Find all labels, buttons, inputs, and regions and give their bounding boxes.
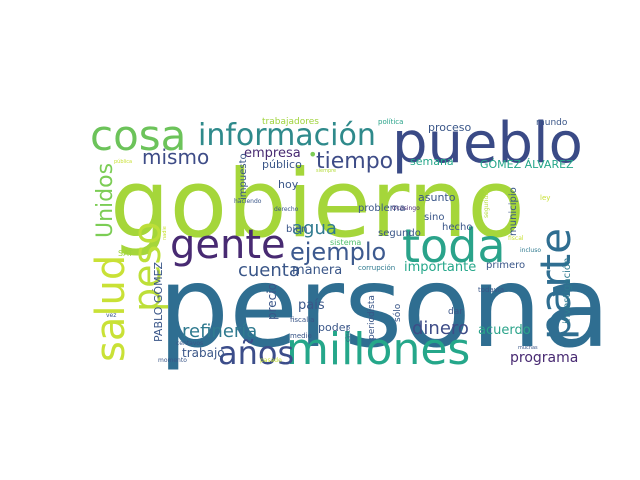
word-solo: sólo (392, 303, 403, 322)
word-dot: • (308, 145, 317, 164)
word-nadie: nadie (162, 226, 168, 240)
word-asunto: asunto (418, 191, 456, 204)
word-millones: millones (286, 324, 470, 375)
word-empresa: empresa (244, 146, 301, 161)
word-publico: público (262, 158, 302, 171)
word-peso: peso (125, 221, 169, 312)
word-importante: importante (404, 260, 476, 275)
word-corrupcion: corrupción (358, 264, 395, 272)
word-gobierno: gobierno (110, 150, 525, 259)
word-mundo: mundo (536, 118, 568, 128)
word-acuerdo: acuerdo (478, 323, 531, 338)
word-precio: precio (265, 283, 279, 320)
word-centavos: centavos (176, 340, 203, 347)
word-ley: ley (540, 194, 550, 202)
word-impuesto: impuesto (238, 153, 249, 200)
word-seguridad: seguridad (483, 188, 490, 218)
word-sat: SAT (118, 249, 133, 258)
word-trabajo: trabajo (182, 346, 225, 360)
word-medio: medio (290, 332, 312, 340)
word-vez: vez (106, 312, 116, 319)
word-siempre: siempre (316, 168, 336, 174)
word-cosa: cosa (90, 111, 186, 160)
word-cuenta: cuenta (238, 260, 300, 281)
word-investigacion: investigación (561, 258, 573, 324)
word-unidos: Unidos (93, 163, 118, 238)
word-segundo: segundo (378, 228, 421, 239)
word-mismo: mismo (142, 145, 209, 169)
word-semana: semana (410, 155, 454, 168)
word-pablo: PABLO GÓMEZ (152, 261, 165, 342)
word-primero: primero (486, 260, 525, 271)
word-manera: manera (292, 263, 342, 278)
word-sino: sino (424, 212, 444, 223)
word-dinero: dinero (412, 318, 469, 339)
word-trabajadores: trabajadores (262, 117, 319, 127)
word-tiempo: tiempo (316, 149, 393, 174)
word-programa: programa (510, 350, 578, 366)
word-bien: bien (286, 224, 308, 235)
word-gente: gente (170, 222, 286, 268)
word-ejemplo: ejemplo (290, 238, 386, 266)
word-fiscalia: fiscalía (290, 316, 314, 324)
word-fiscal: fiscal (508, 235, 524, 242)
word-informacion: información (198, 118, 376, 153)
word-anos: años (218, 334, 294, 372)
word-incluso: incluso (520, 247, 541, 254)
word-ocosingo: Ocosingo (392, 205, 420, 212)
word-sistema: sistema (330, 238, 361, 247)
word-derecho: derecho (274, 206, 299, 213)
word-muchas: muchas (518, 345, 538, 351)
word-persona: persona (158, 243, 611, 373)
word-todavia: todavía (478, 286, 504, 294)
word-gomez: GÓMEZ ÁLVAREZ (480, 158, 574, 171)
word-refineria: refinería (182, 321, 257, 342)
word-pasado: pasado (260, 357, 282, 364)
word-cinco: cinco (345, 326, 352, 342)
word-pais: país (298, 298, 325, 313)
word-pueblo: pueblo (392, 111, 583, 176)
word-hoy: hoy (278, 178, 299, 191)
word-publica: pública (114, 158, 132, 165)
word-toda: toda (402, 219, 506, 273)
word-politica: política (378, 118, 403, 126)
word-dar: dar (448, 307, 463, 317)
word-proceso: proceso (428, 121, 472, 134)
word-municipio: municipio (508, 187, 519, 236)
word-salud: salud (88, 255, 134, 362)
word-agua: agua (292, 218, 337, 239)
word-problema: problema (358, 203, 406, 214)
word-parte: parte (531, 228, 580, 340)
word-momento: momento (158, 357, 187, 364)
word-hecho: hecho (442, 222, 472, 233)
word-poder: poder (318, 321, 350, 334)
word-periodista: periodista (367, 295, 377, 340)
word-haciendo: haciendo (234, 198, 262, 205)
